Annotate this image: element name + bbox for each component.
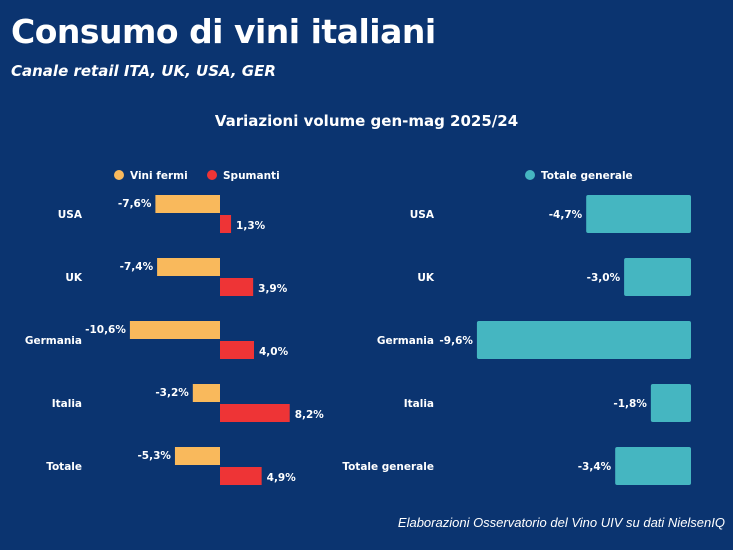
category-label: UK [417,272,435,284]
bar-spumanti [220,341,254,359]
data-label: 8,2% [295,409,325,421]
data-label: 1,3% [236,220,266,232]
legend-marker [114,170,124,180]
bar-vini-fermi [155,195,220,213]
data-label: -3,2% [155,387,189,399]
bar-vini-fermi [157,258,220,276]
data-label: -3,4% [578,461,612,473]
data-label: -7,6% [118,198,152,210]
page-subtitle: Canale retail ITA, UK, USA, GER [11,62,276,80]
data-label: -4,7% [549,209,583,221]
data-label: 4,0% [259,346,289,358]
category-label: UK [65,272,83,284]
bar-vini-fermi [174,447,220,465]
bar-spumanti [220,278,254,296]
legend-marker [207,170,217,180]
data-label: -9,6% [439,335,473,347]
legend-marker [525,170,535,180]
data-label: 4,9% [267,472,297,484]
category-label: USA [58,209,83,221]
legend-label: Totale generale [541,170,633,182]
data-label: -7,4% [120,261,154,273]
data-label: -5,3% [137,450,171,462]
data-label: -3,0% [587,272,621,284]
source-footer: Elaborazioni Osservatorio del Vino UIV s… [397,515,725,530]
bar-totale-generale [650,384,691,422]
bar-totale-generale [476,321,691,359]
legend-label: Spumanti [223,170,280,182]
bar-totale-generale [624,258,691,296]
data-label: 3,9% [258,283,288,295]
page-title: Consumo di vini italiani [11,12,436,51]
category-label: Italia [52,398,82,410]
category-label: Totale [46,461,82,473]
bar-totale-generale [586,195,691,233]
bar-vini-fermi [192,384,220,402]
data-label: -10,6% [85,324,126,336]
category-label: USA [410,209,435,221]
category-label: Totale generale [342,461,434,473]
bar-spumanti [220,467,262,485]
legend-label: Vini fermi [130,170,188,182]
bar-vini-fermi [129,321,220,339]
bar-totale-generale [615,447,691,485]
category-label: Italia [404,398,434,410]
bar-spumanti [220,215,232,233]
category-label: Germania [377,335,434,347]
bar-spumanti [220,404,290,422]
data-label: -1,8% [613,398,647,410]
category-label: Germania [25,335,82,347]
chart-title: Variazioni volume gen-mag 2025/24 [214,112,519,130]
